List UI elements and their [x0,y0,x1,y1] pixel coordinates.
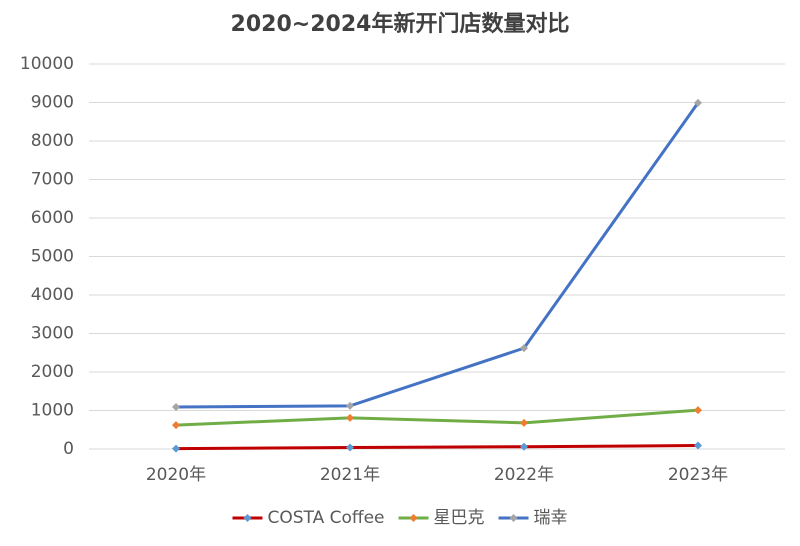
chart-title: 2020~2024年新开门店数量对比 [231,11,570,37]
legend-marker [509,514,518,522]
y-tick-label: 9000 [31,93,74,113]
x-tick-label: 2022年 [494,465,554,485]
data-point [346,401,354,410]
y-tick-label: 5000 [31,247,74,267]
series-line [175,444,699,451]
data-point [172,421,180,430]
legend-label: COSTA Coffee [267,508,384,528]
legend-marker [243,514,252,522]
y-tick-label: 0 [63,439,74,459]
x-tick-label: 2021年 [320,465,380,485]
series-line [175,102,700,409]
y-tick-label: 2000 [31,362,74,382]
y-tick-label: 3000 [31,324,74,344]
data-point [346,413,354,422]
x-tick-label: 2023年 [668,465,728,485]
data-point [346,443,354,452]
data-point [520,344,528,353]
legend-label: 瑞幸 [534,508,568,528]
y-tick-label: 8000 [31,131,74,151]
x-tick-label: 2020年 [146,465,206,485]
data-point [694,441,702,450]
y-tick-label: 7000 [31,170,74,190]
y-tick-label: 1000 [31,401,74,421]
y-tick-label: 6000 [31,208,74,228]
data-point [694,406,702,415]
data-point [172,403,180,412]
legend: COSTA Coffee 星巴克 瑞幸 [232,508,568,528]
data-point [172,444,180,453]
y-tick-label: 4000 [31,285,74,305]
data-point [520,418,528,427]
series-line [175,408,699,427]
y-tick-label: 10000 [20,54,74,74]
data-point [694,98,702,107]
legend-marker [409,514,418,522]
legend-label: 星巴克 [434,508,485,528]
data-point [520,442,528,451]
